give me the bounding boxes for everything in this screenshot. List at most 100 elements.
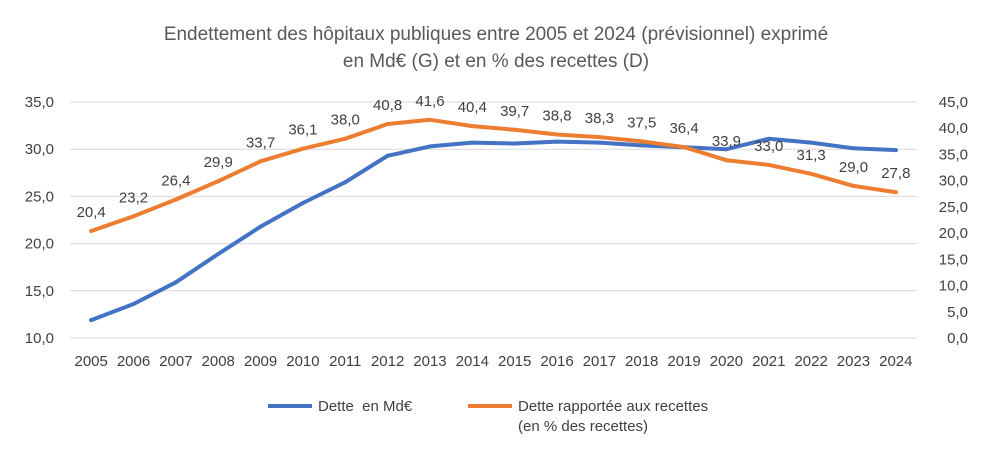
series-line-debt	[89, 136, 898, 323]
data-label-ratio: 39,7	[500, 103, 529, 120]
data-point-debt	[470, 140, 475, 145]
data-point-debt	[893, 148, 898, 153]
data-point-ratio	[597, 135, 602, 140]
y-axis-right: 0,0 5,0 10,0 15,0 20,0 25,0 30,0 35,0 40,0 45,0	[939, 94, 968, 347]
chart-title-line-2: en Md€ (G) et en % des recettes (D)	[343, 51, 649, 72]
data-labels: 20,4 23,2 26,4 29,9 33,7 36,1 38,0 40,8 41,6 40,4…	[77, 93, 911, 221]
data-point-ratio	[724, 158, 729, 163]
data-label-ratio: 26,4	[161, 173, 190, 190]
data-point-ratio	[809, 171, 814, 176]
data-label-ratio: 38,8	[542, 108, 571, 125]
x-tick-label: 2020	[710, 353, 743, 370]
chart-title-line-1: Endettement des hôpitaux publiques entre…	[164, 24, 828, 45]
data-point-debt	[851, 146, 856, 151]
data-point-ratio	[766, 162, 771, 167]
y-right-tick-label: 10,0	[939, 278, 968, 295]
y-right-tick-label: 25,0	[939, 199, 968, 216]
data-label-ratio: 27,8	[881, 165, 910, 182]
data-point-ratio	[470, 124, 475, 129]
data-point-ratio	[216, 179, 221, 184]
data-point-ratio	[131, 214, 136, 219]
y-right-tick-label: 45,0	[939, 94, 968, 111]
data-point-debt	[300, 201, 305, 206]
data-point-ratio	[427, 117, 432, 122]
legend-item-ratio[interactable]: Dette rapportée aux recettes (en % des r…	[468, 398, 708, 435]
x-tick-label: 2014	[456, 353, 489, 370]
data-point-ratio	[555, 132, 560, 137]
x-tick-label: 2011	[329, 353, 361, 370]
y-axis-left: 10,0 15,0 20,0 25,0 30,0 35,0	[25, 94, 54, 347]
data-label-ratio: 38,3	[585, 110, 614, 127]
data-label-ratio: 33,7	[246, 134, 275, 151]
data-point-ratio	[258, 159, 263, 164]
data-point-ratio	[300, 146, 305, 151]
data-point-debt	[512, 141, 517, 146]
x-tick-label: 2016	[540, 353, 573, 370]
data-label-ratio: 36,4	[669, 120, 698, 137]
data-point-debt	[724, 147, 729, 152]
data-label-ratio: 29,9	[204, 154, 233, 171]
x-tick-label: 2007	[159, 353, 192, 370]
data-label-ratio: 38,0	[331, 112, 360, 129]
x-tick-label: 2018	[625, 353, 658, 370]
data-point-debt	[555, 139, 560, 144]
data-label-ratio: 37,5	[627, 114, 656, 131]
data-label-ratio: 33,0	[754, 138, 783, 155]
data-label-ratio: 29,0	[839, 159, 868, 176]
x-axis: 2005 2006 2007 2008 2009 2010 2011 2012 2013 2014…	[74, 353, 912, 370]
data-point-ratio	[682, 145, 687, 150]
legend-item-debt[interactable]: Dette en Md€	[268, 398, 413, 415]
y-left-tick-label: 15,0	[25, 283, 54, 300]
y-left-tick-label: 30,0	[25, 141, 54, 158]
y-right-tick-label: 30,0	[939, 173, 968, 190]
x-tick-label: 2005	[74, 353, 107, 370]
data-point-ratio	[893, 190, 898, 195]
y-right-tick-label: 0,0	[947, 330, 968, 347]
x-tick-label: 2015	[498, 353, 531, 370]
data-label-ratio: 23,2	[119, 189, 148, 206]
data-label-ratio: 33,9	[712, 133, 741, 150]
data-point-debt	[427, 144, 432, 149]
data-point-debt	[597, 140, 602, 145]
data-label-ratio: 31,3	[797, 147, 826, 164]
data-point-debt	[766, 136, 771, 141]
x-tick-label: 2017	[583, 353, 616, 370]
y-right-tick-label: 5,0	[947, 304, 968, 321]
x-tick-label: 2012	[371, 353, 404, 370]
data-label-ratio: 41,6	[415, 93, 444, 110]
legend-label-debt: Dette en Md€	[318, 398, 413, 415]
data-point-ratio	[385, 122, 390, 127]
series-line-ratio	[89, 117, 898, 233]
data-point-debt	[216, 251, 221, 256]
x-tick-label: 2008	[202, 353, 235, 370]
x-tick-label: 2021	[752, 353, 785, 370]
data-point-debt	[173, 280, 178, 285]
data-point-ratio	[89, 229, 94, 234]
data-point-debt	[639, 143, 644, 148]
data-point-ratio	[343, 136, 348, 141]
legend-label-ratio-line-2: (en % des recettes)	[518, 418, 648, 435]
y-left-tick-label: 25,0	[25, 188, 54, 205]
data-point-ratio	[512, 127, 517, 132]
data-point-debt	[385, 153, 390, 158]
data-point-ratio	[639, 139, 644, 144]
legend-label-ratio: Dette rapportée aux recettes	[518, 398, 708, 415]
y-right-tick-label: 35,0	[939, 146, 968, 163]
data-point-debt	[809, 140, 814, 145]
x-tick-label: 2006	[117, 353, 150, 370]
x-tick-label: 2013	[413, 353, 446, 370]
data-point-ratio	[851, 183, 856, 188]
y-left-tick-label: 20,0	[25, 236, 54, 253]
chart-title: Endettement des hôpitaux publiques entre…	[164, 24, 828, 72]
gridlines	[70, 101, 917, 339]
data-label-ratio: 40,4	[458, 99, 487, 116]
data-point-debt	[258, 224, 263, 229]
x-tick-label: 2024	[879, 353, 912, 370]
data-point-ratio	[173, 197, 178, 202]
data-label-ratio: 36,1	[288, 122, 317, 139]
x-tick-label: 2010	[286, 353, 319, 370]
data-label-ratio: 20,4	[77, 204, 106, 221]
data-point-debt	[131, 302, 136, 307]
data-label-ratio: 40,8	[373, 97, 402, 114]
